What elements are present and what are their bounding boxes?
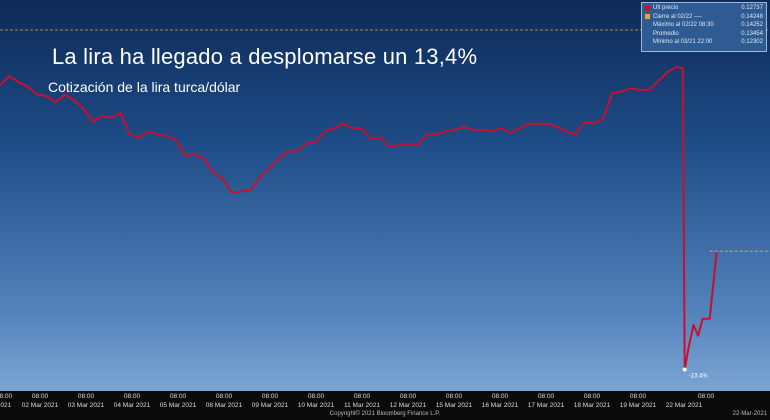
legend-value: 0.14248 — [741, 13, 763, 20]
x-tick-time: 08:00 — [399, 393, 417, 400]
end-date-label: 22-Mar-2021 — [732, 411, 767, 417]
copyright-notice: Copyright© 2021 Bloomberg Finance L.P. — [329, 411, 441, 417]
chart-subtitle: Cotización de la lira turca/dólar — [48, 79, 241, 95]
x-tick-date: 03 Mar 2021 — [67, 402, 105, 409]
legend-entry: Últ precio 0.12737 — [645, 4, 763, 13]
x-tick-date: 19 Mar 2021 — [619, 402, 657, 409]
x-tick-time: 08:00 — [537, 393, 555, 400]
drop-annotation: -13.4% — [689, 373, 709, 379]
x-tick-time: 08:00 — [629, 393, 647, 400]
x-tick-date: 08 Mar 2021 — [205, 402, 243, 409]
x-tick-time: 08:00 — [77, 393, 95, 400]
x-tick-time: 08:00 — [491, 393, 509, 400]
legend-label: Promedio — [653, 30, 679, 37]
legend-entry: Cierre al 02/22 ---- 0.14248 — [645, 13, 763, 22]
legend-label: Cierre al 02/22 ---- — [653, 13, 703, 20]
x-tick-date: 2021 — [0, 402, 12, 409]
x-tick-date: 04 Mar 2021 — [113, 402, 151, 409]
legend-swatch — [645, 5, 650, 11]
x-axis-bar — [0, 391, 770, 420]
x-tick-date: 16 Mar 2021 — [481, 402, 519, 409]
x-tick-time: 08:00 — [353, 393, 371, 400]
legend-box: Últ precio 0.12737 Cierre al 02/22 ---- 0.1… — [641, 2, 767, 52]
legend-swatch — [645, 14, 650, 20]
legend-entry: Promedio 0.13454 — [645, 30, 763, 39]
x-tick-date: 15 Mar 2021 — [435, 402, 473, 409]
x-tick-time: 08:00 — [583, 393, 601, 400]
legend-value: 0.12302 — [741, 39, 763, 45]
x-tick-date: 05 Mar 2021 — [159, 402, 197, 409]
x-tick-date: 12 Mar 2021 — [389, 402, 427, 409]
minimum-marker — [682, 367, 687, 372]
x-tick-time: 08:00 — [123, 393, 141, 400]
x-tick-time: 08:00 — [445, 393, 463, 400]
x-tick-date: 11 Mar 2021 — [343, 402, 380, 409]
x-tick-time: 08:00 — [307, 393, 325, 400]
x-tick-date: 22 Mar 2021 — [665, 402, 703, 409]
x-tick-date: 02 Mar 2021 — [21, 402, 59, 409]
legend-value: 0.13454 — [741, 30, 763, 37]
legend-value: 0.12737 — [741, 5, 763, 11]
legend-label: Últ precio — [653, 5, 679, 11]
x-tick-date: 17 Mar 2021 — [527, 402, 565, 409]
legend-swatch — [645, 40, 650, 45]
legend-label: Mínimo al 03/21 22:00 — [653, 39, 713, 45]
series-line-last-price — [0, 65, 718, 371]
legend-label: Máximo al 02/22 08:30 — [653, 22, 714, 28]
x-tick-date: 18 Mar 2021 — [573, 402, 611, 409]
legend-entry: Máximo al 02/22 08:30 0.14252 — [645, 21, 763, 30]
x-tick-time: 08:00 — [261, 393, 279, 400]
x-tick-time: 08:00 — [31, 393, 49, 400]
legend-value: 0.14252 — [741, 22, 763, 28]
chart-title: La lira ha llegado a desplomarse un 13,4… — [52, 44, 478, 69]
x-tick-time: 08:00 — [0, 393, 13, 400]
x-tick-date: 10 Mar 2021 — [297, 402, 335, 409]
x-tick-time: 08:00 — [169, 393, 187, 400]
x-tick-time: 08:00 — [215, 393, 233, 400]
legend-swatch — [645, 23, 650, 28]
x-tick-date: 09 Mar 2021 — [251, 402, 289, 409]
legend-swatch — [645, 31, 650, 36]
x-tick-time: 08:00 — [697, 393, 715, 400]
legend-entry: Mínimo al 03/21 22:00 0.12302 — [645, 38, 763, 47]
